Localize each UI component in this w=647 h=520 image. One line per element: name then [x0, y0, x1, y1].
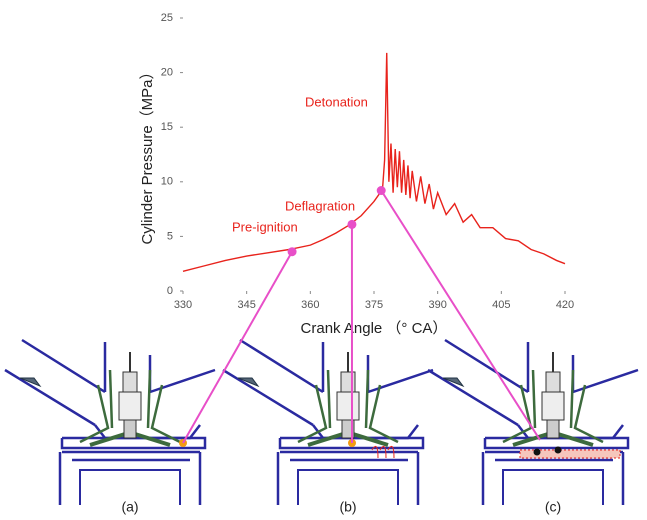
hot-spot	[533, 448, 541, 456]
panel-label: (a)	[121, 499, 138, 515]
connector	[182, 251, 293, 444]
engine-diagram	[426, 338, 640, 507]
x-tick-label: 390	[428, 299, 446, 311]
x-axis-label: Crank Angle （° CA）	[301, 320, 448, 337]
y-tick-label: 0	[167, 285, 173, 297]
annotation: Detonation	[305, 94, 368, 109]
x-tick-label: 405	[492, 299, 510, 311]
engine-diagram	[3, 338, 217, 507]
connector	[380, 189, 541, 441]
plot: 330 345 360 375 390 405 420 0 5 10 15 20 25 Crank Ang…	[139, 12, 574, 337]
annotation: Pre-ignition	[232, 219, 298, 234]
flame-front	[371, 445, 395, 459]
x-tick-label: 420	[556, 299, 574, 311]
x-tick-label: 345	[237, 299, 255, 311]
detonation-zone	[519, 449, 621, 459]
y-axis-label: Cylinder Pressure（MPa）	[139, 64, 156, 244]
marker	[376, 186, 386, 196]
pressure-line	[182, 52, 566, 273]
panel-label: (b)	[339, 499, 356, 515]
annotation: Deflagration	[285, 198, 355, 213]
panel-label: (c)	[545, 499, 561, 515]
y-tick-label: 15	[161, 121, 173, 133]
x-tick-label: 360	[301, 299, 319, 311]
y-tick-label: 5	[167, 230, 173, 242]
marker	[347, 219, 357, 229]
y-tick-label: 25	[161, 12, 173, 24]
y-tick-label: 10	[161, 176, 173, 188]
x-tick-label: 375	[365, 299, 383, 311]
y-tick-label: 20	[161, 67, 173, 79]
hot-spot	[554, 446, 562, 454]
engine-diagram	[221, 338, 435, 507]
marker	[287, 247, 297, 257]
x-tick-label: 330	[174, 299, 192, 311]
